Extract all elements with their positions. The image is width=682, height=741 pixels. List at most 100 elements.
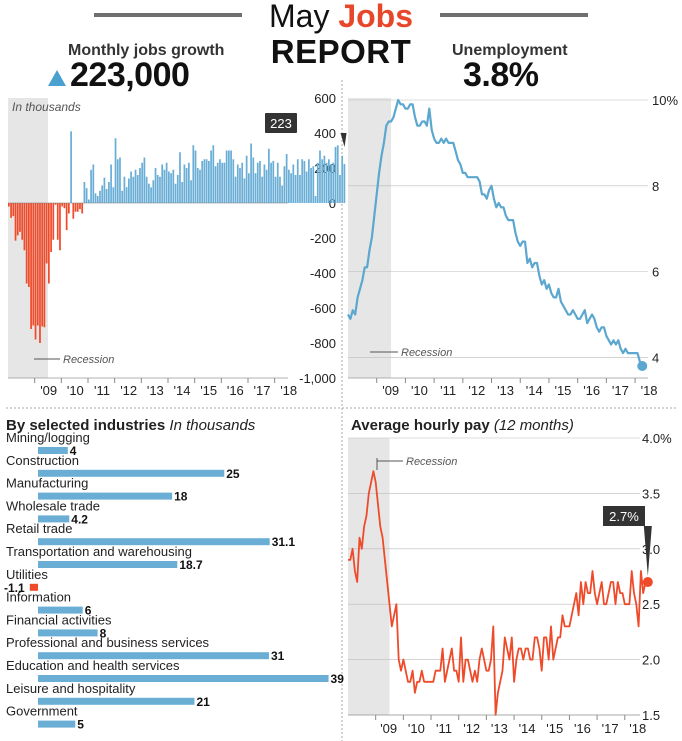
unit-note: In thousands (12, 100, 81, 114)
x-tick-label: '13 (147, 383, 164, 398)
bar (316, 162, 319, 203)
end-label-pointer (340, 133, 347, 147)
bar (32, 203, 35, 326)
bar (70, 131, 72, 203)
bar (121, 190, 124, 203)
industry-bar (38, 629, 98, 637)
up-triangle-icon (48, 70, 66, 86)
bar (52, 203, 55, 240)
bar (30, 203, 32, 329)
bar (170, 173, 172, 203)
bar (303, 161, 306, 203)
bar (323, 155, 326, 203)
value-label: 25 (226, 467, 240, 481)
title-accent: Jobs (338, 0, 414, 34)
category-label: Construction (6, 453, 79, 468)
x-tick-label: '17 (612, 383, 629, 398)
x-tick-label: '11 (94, 383, 110, 398)
bar (103, 177, 106, 203)
category-label: Government (6, 704, 78, 719)
header-rule-left (94, 13, 242, 17)
bar (87, 199, 90, 203)
bar (139, 168, 141, 203)
category-label: Retail trade (6, 521, 72, 536)
bar (203, 159, 206, 203)
y-tick-label: -600 (310, 301, 336, 316)
bar (319, 150, 321, 203)
industries-unit-note: In thousands (169, 417, 256, 434)
bar (163, 169, 166, 203)
industries-title-text: By selected industries (6, 417, 166, 434)
bar (47, 203, 50, 284)
bar (81, 203, 84, 214)
industry-bar (38, 675, 329, 682)
bar (161, 164, 164, 203)
x-tick-label: '17 (254, 383, 271, 398)
bar (227, 150, 230, 203)
bar (270, 162, 272, 203)
bar (310, 168, 312, 203)
bar (290, 173, 292, 203)
x-tick-label: '14 (526, 383, 543, 398)
bar (245, 155, 248, 203)
x-tick-label: '17 (602, 721, 619, 736)
bar (54, 203, 57, 205)
x-tick-label: '16 (227, 383, 244, 398)
bar (150, 187, 152, 203)
category-label: Wholesale trade (6, 498, 100, 513)
bar (141, 162, 144, 203)
bar (83, 182, 86, 203)
bar (194, 150, 197, 203)
recession-label: Recession (63, 354, 114, 366)
bar (127, 178, 130, 203)
bar (292, 164, 295, 203)
bar (39, 203, 41, 343)
bar (247, 173, 250, 203)
bar (159, 176, 161, 203)
x-tick-label: '10 (411, 383, 428, 398)
bar (299, 175, 301, 203)
y-tick-label: 3.0 (642, 542, 660, 557)
bar (321, 159, 324, 203)
bar (190, 180, 192, 203)
end-point (642, 577, 653, 588)
title-plain: May (268, 0, 330, 34)
x-tick-label: '11 (436, 721, 452, 736)
bar (45, 203, 48, 264)
bar (85, 188, 88, 203)
y-tick-label: 6 (652, 265, 659, 280)
category-label: Transportation and warehousing (6, 544, 192, 559)
page-subtitle: REPORT (270, 33, 412, 70)
bar (314, 196, 317, 203)
bar (96, 196, 99, 203)
bar (110, 164, 112, 203)
end-label-box (603, 506, 645, 526)
y-tick-label: 600 (314, 91, 336, 106)
hourly-pay-title: Average hourly pay (12 months) (351, 417, 574, 434)
industry-bar (38, 606, 83, 614)
value-label: 18 (174, 490, 188, 504)
category-label: Manufacturing (6, 476, 88, 491)
y-tick-label: 10% (652, 93, 678, 108)
bar (181, 182, 184, 203)
bar (307, 159, 310, 203)
bar (147, 183, 150, 203)
industry-bar (38, 469, 225, 477)
bar (130, 171, 132, 203)
value-label: -1.1 (4, 581, 25, 595)
hourly-pay-subtitle: (12 months) (493, 417, 574, 434)
bar (241, 162, 244, 203)
bar (301, 159, 304, 203)
value-label: 31.1 (272, 535, 296, 549)
bar (79, 203, 81, 210)
bar (176, 175, 179, 203)
x-tick-label: '14 (519, 721, 536, 736)
bar (219, 159, 221, 203)
x-tick-label: '10 (408, 721, 425, 736)
x-tick-label: '12 (120, 383, 137, 398)
y-tick-label: 1.5 (642, 708, 660, 723)
bar (125, 187, 128, 203)
bar (43, 203, 46, 328)
